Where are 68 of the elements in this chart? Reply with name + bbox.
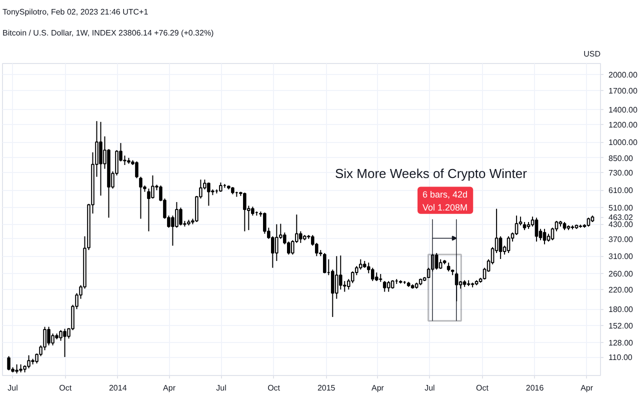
candlestick	[514, 215, 518, 236]
x-tick-label: 2015	[317, 384, 336, 392]
candlestick	[243, 192, 246, 232]
y-tick-label: 1700.00	[608, 86, 638, 96]
annotation: Vol 1.208M	[422, 202, 468, 212]
annotation: Six More Weeks of Crypto Winter	[334, 166, 528, 182]
candlestick	[139, 176, 142, 220]
candlestick	[434, 252, 438, 270]
candlestick	[370, 267, 374, 282]
y-tick-label: 370.00	[608, 234, 634, 244]
y-tick-label: 2000.00	[608, 70, 638, 80]
candlestick	[498, 236, 502, 260]
candlestick	[179, 207, 182, 226]
y-tick-label: 610.00	[608, 186, 634, 196]
y-tick-label: 430.00	[608, 220, 634, 230]
candlestick	[542, 228, 546, 245]
candlestick	[7, 356, 10, 371]
candlestick	[59, 330, 62, 342]
candlestick	[386, 280, 390, 292]
candlestick	[135, 160, 138, 179]
x-tick-label: 2016	[526, 384, 544, 392]
candlestick	[175, 202, 178, 228]
candlestick	[534, 217, 538, 242]
candlestick	[275, 224, 278, 262]
candlestick	[27, 354, 30, 369]
chart-title: Bitcoin / U.S. Dollar, 1W, INDEX 23806.14 +76.29 (+0.32%)	[2, 28, 214, 38]
candlestick	[334, 256, 338, 300]
candlestick	[219, 182, 222, 192]
x-tick-label: 2014	[108, 384, 128, 392]
candlestick	[151, 174, 154, 200]
candlestick	[322, 252, 326, 274]
candlestick	[358, 258, 362, 270]
y-tick-label: 310.00	[608, 252, 634, 262]
candlestick	[506, 236, 510, 254]
y-tick-label: 180.00	[608, 305, 634, 314]
y-tick-label: 1400.00	[608, 105, 638, 114]
text: 463.02	[608, 213, 633, 222]
y-tick-label: 1000.00	[608, 138, 638, 148]
x-tick-label: Apr	[372, 384, 384, 392]
x-tick-label: Jul	[8, 384, 18, 392]
y-tick-label: 220.00	[608, 286, 634, 295]
y-tick-label: 128.00	[608, 338, 634, 348]
chart-subtitle: TonySpilotro, Feb 02, 2023 21:46 UTC+1	[2, 8, 149, 16]
y-tick-label: 730.00	[608, 168, 634, 178]
candlestick	[207, 182, 210, 206]
x-tick-label: Oct	[476, 384, 490, 392]
candlestick	[51, 333, 54, 346]
y-tick-label: 110.00	[608, 353, 633, 362]
y-tick-label: 510.00	[608, 204, 634, 213]
annotation: 6 bars, 42d	[422, 190, 468, 200]
candlestick	[99, 121, 102, 196]
candlestick	[338, 254, 342, 290]
candlestick	[382, 280, 386, 292]
candlestick	[299, 230, 302, 244]
y-tick-label: 260.00	[608, 269, 634, 278]
x-tick-label: Apr	[580, 384, 594, 392]
candlestick	[63, 328, 66, 358]
y-axis-title: USD	[584, 50, 601, 58]
candlestick	[47, 326, 50, 346]
y-tick-label: 152.00	[608, 322, 634, 331]
x-tick-label: Jul	[216, 384, 227, 392]
x-tick-label: Apr	[163, 384, 176, 392]
x-tick-label: Oct	[59, 384, 72, 392]
x-tick-label: Jul	[424, 384, 436, 392]
y-tick-label: 1200.00	[608, 120, 638, 130]
x-tick-label: Oct	[268, 384, 281, 392]
candlestick	[438, 258, 442, 270]
y-tick-label: 850.00	[608, 154, 634, 163]
